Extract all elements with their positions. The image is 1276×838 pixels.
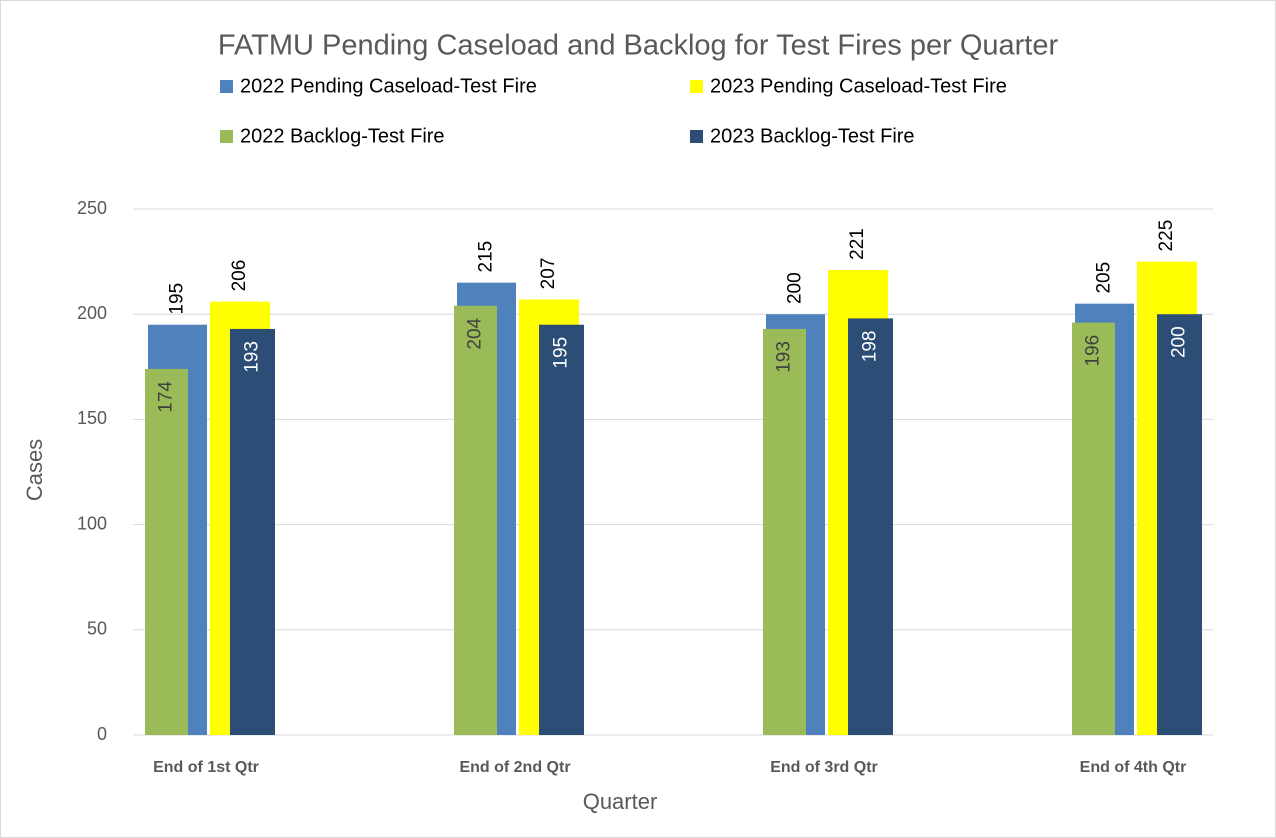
y-tick-label: 0: [97, 724, 107, 744]
x-axis-label: Quarter: [583, 789, 658, 814]
legend-label: 2022 Pending Caseload-Test Fire: [240, 75, 537, 97]
data-label: 200: [785, 272, 806, 304]
bar: [145, 368, 188, 735]
data-label: 198: [860, 331, 881, 363]
y-axis-label: Cases: [22, 439, 47, 501]
data-label: 204: [465, 318, 486, 350]
data-label: 200: [1169, 326, 1190, 358]
data-label: 221: [847, 228, 868, 260]
y-tick-label: 50: [87, 619, 107, 639]
data-label: 215: [476, 241, 497, 273]
data-label: 195: [167, 283, 188, 315]
legend-swatch: [690, 130, 703, 143]
data-label: 205: [1094, 262, 1115, 294]
legend-swatch: [690, 80, 703, 93]
legend-label: 2022 Backlog-Test Fire: [240, 125, 445, 147]
bar: [539, 324, 584, 735]
legend-swatch: [220, 130, 233, 143]
y-tick-label: 200: [77, 303, 107, 323]
data-label: 193: [774, 341, 795, 373]
legend-label: 2023 Pending Caseload-Test Fire: [710, 75, 1007, 97]
y-tick-label: 100: [77, 513, 107, 533]
bar: [848, 318, 893, 735]
x-tick-label: End of 3rd Qtr: [770, 759, 878, 776]
data-label: 174: [156, 381, 177, 413]
x-tick-label: End of 1st Qtr: [153, 759, 259, 776]
data-label: 206: [229, 260, 250, 292]
y-tick-label: 150: [77, 408, 107, 428]
data-label: 193: [242, 341, 263, 373]
data-label: 196: [1083, 335, 1104, 367]
x-tick-label: End of 4th Qtr: [1080, 759, 1187, 776]
bar: [1072, 322, 1115, 735]
data-label: 195: [551, 337, 572, 369]
data-label: 225: [1156, 220, 1177, 252]
bar: [454, 305, 497, 735]
chart-title: FATMU Pending Caseload and Backlog for T…: [218, 30, 1059, 62]
data-label: 207: [538, 258, 559, 290]
bar: [1157, 314, 1202, 735]
legend-label: 2023 Backlog-Test Fire: [710, 125, 915, 147]
bar: [763, 328, 806, 735]
legend-swatch: [220, 80, 233, 93]
x-tick-label: End of 2nd Qtr: [459, 759, 570, 776]
bar: [230, 328, 275, 735]
y-tick-label: 250: [77, 198, 107, 218]
